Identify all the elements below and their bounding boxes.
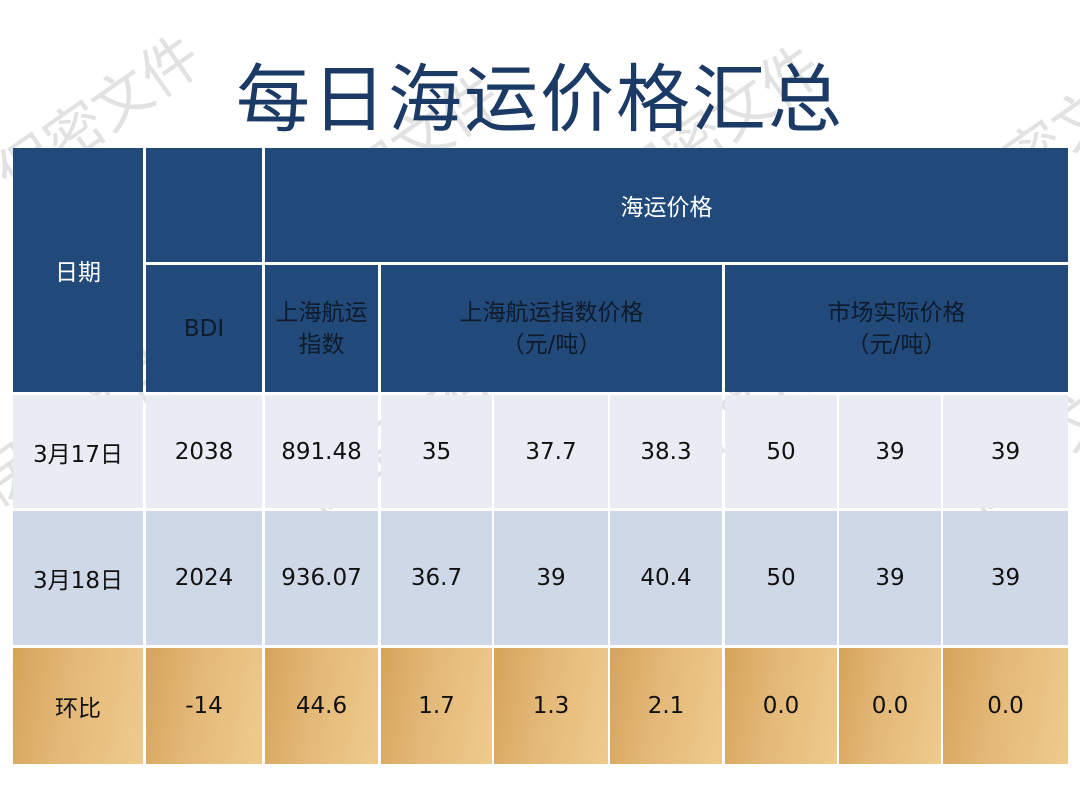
header-bdi-label: BDI	[183, 315, 225, 342]
header-date: 日期	[13, 148, 143, 392]
table-cell-market-price-2: 39	[839, 395, 941, 508]
header-sse-price-line2: （元/吨）	[501, 331, 602, 358]
table-cell-market-price-1: 50	[725, 511, 837, 645]
table-cell-sse-price-1: 35	[381, 395, 492, 508]
header-sse-price-line1: 上海航运指数价格	[459, 299, 644, 326]
table-cell-market-price-3: 39	[943, 395, 1068, 508]
header-sse-index: 上海航运 指数	[265, 265, 378, 392]
table-cell-sse-price-3: 38.3	[610, 395, 722, 508]
table-cell-market-price-3: 39	[943, 511, 1068, 645]
header-market-price-line2: （元/吨）	[846, 331, 947, 358]
table-cell-date: 3月17日	[13, 395, 143, 508]
table-cell-market-price-2: 0.0	[839, 648, 941, 764]
table-cell-sse-price-2: 39	[494, 511, 608, 645]
table-cell-sse-index: 936.07	[265, 511, 378, 645]
header-market-price-line1: 市场实际价格	[827, 299, 966, 326]
header-sse-index-line2: 指数	[298, 331, 345, 358]
header-date-label: 日期	[55, 260, 101, 286]
table-cell-sse-price-3: 2.1	[610, 648, 722, 764]
table-cell-bdi: 2024	[146, 511, 262, 645]
header-sse-price: 上海航运指数价格 （元/吨）	[381, 265, 722, 392]
table-cell-market-price-3: 0.0	[943, 648, 1068, 764]
header-market-price: 市场实际价格 （元/吨）	[725, 265, 1068, 392]
header-sse-index-line1: 上海航运	[275, 299, 368, 326]
table-cell-sse-price-3: 40.4	[610, 511, 722, 645]
table-cell-sse-price-2: 1.3	[494, 648, 608, 764]
table-cell-sse-index: 891.48	[265, 395, 378, 508]
table-cell-market-price-1: 0.0	[725, 648, 837, 764]
table-cell-bdi: -14	[146, 648, 262, 764]
header-empty	[146, 148, 262, 262]
header-bdi: BDI	[146, 265, 262, 392]
header-shipping-price: 海运价格	[265, 148, 1068, 262]
table-cell-date: 3月18日	[13, 511, 143, 645]
header-shipping-price-label: 海运价格	[620, 195, 713, 221]
table-cell-market-price-2: 39	[839, 511, 941, 645]
table-cell-sse-price-1: 36.7	[381, 511, 492, 645]
table-cell-sse-index: 44.6	[265, 648, 378, 764]
page-title: 每日海运价格汇总	[236, 57, 844, 143]
table-cell-market-price-1: 50	[725, 395, 837, 508]
table-cell-sse-price-1: 1.7	[381, 648, 492, 764]
table-cell-sse-price-2: 37.7	[494, 395, 608, 508]
table-cell-bdi: 2038	[146, 395, 262, 508]
table-cell-date: 环比	[13, 648, 143, 764]
